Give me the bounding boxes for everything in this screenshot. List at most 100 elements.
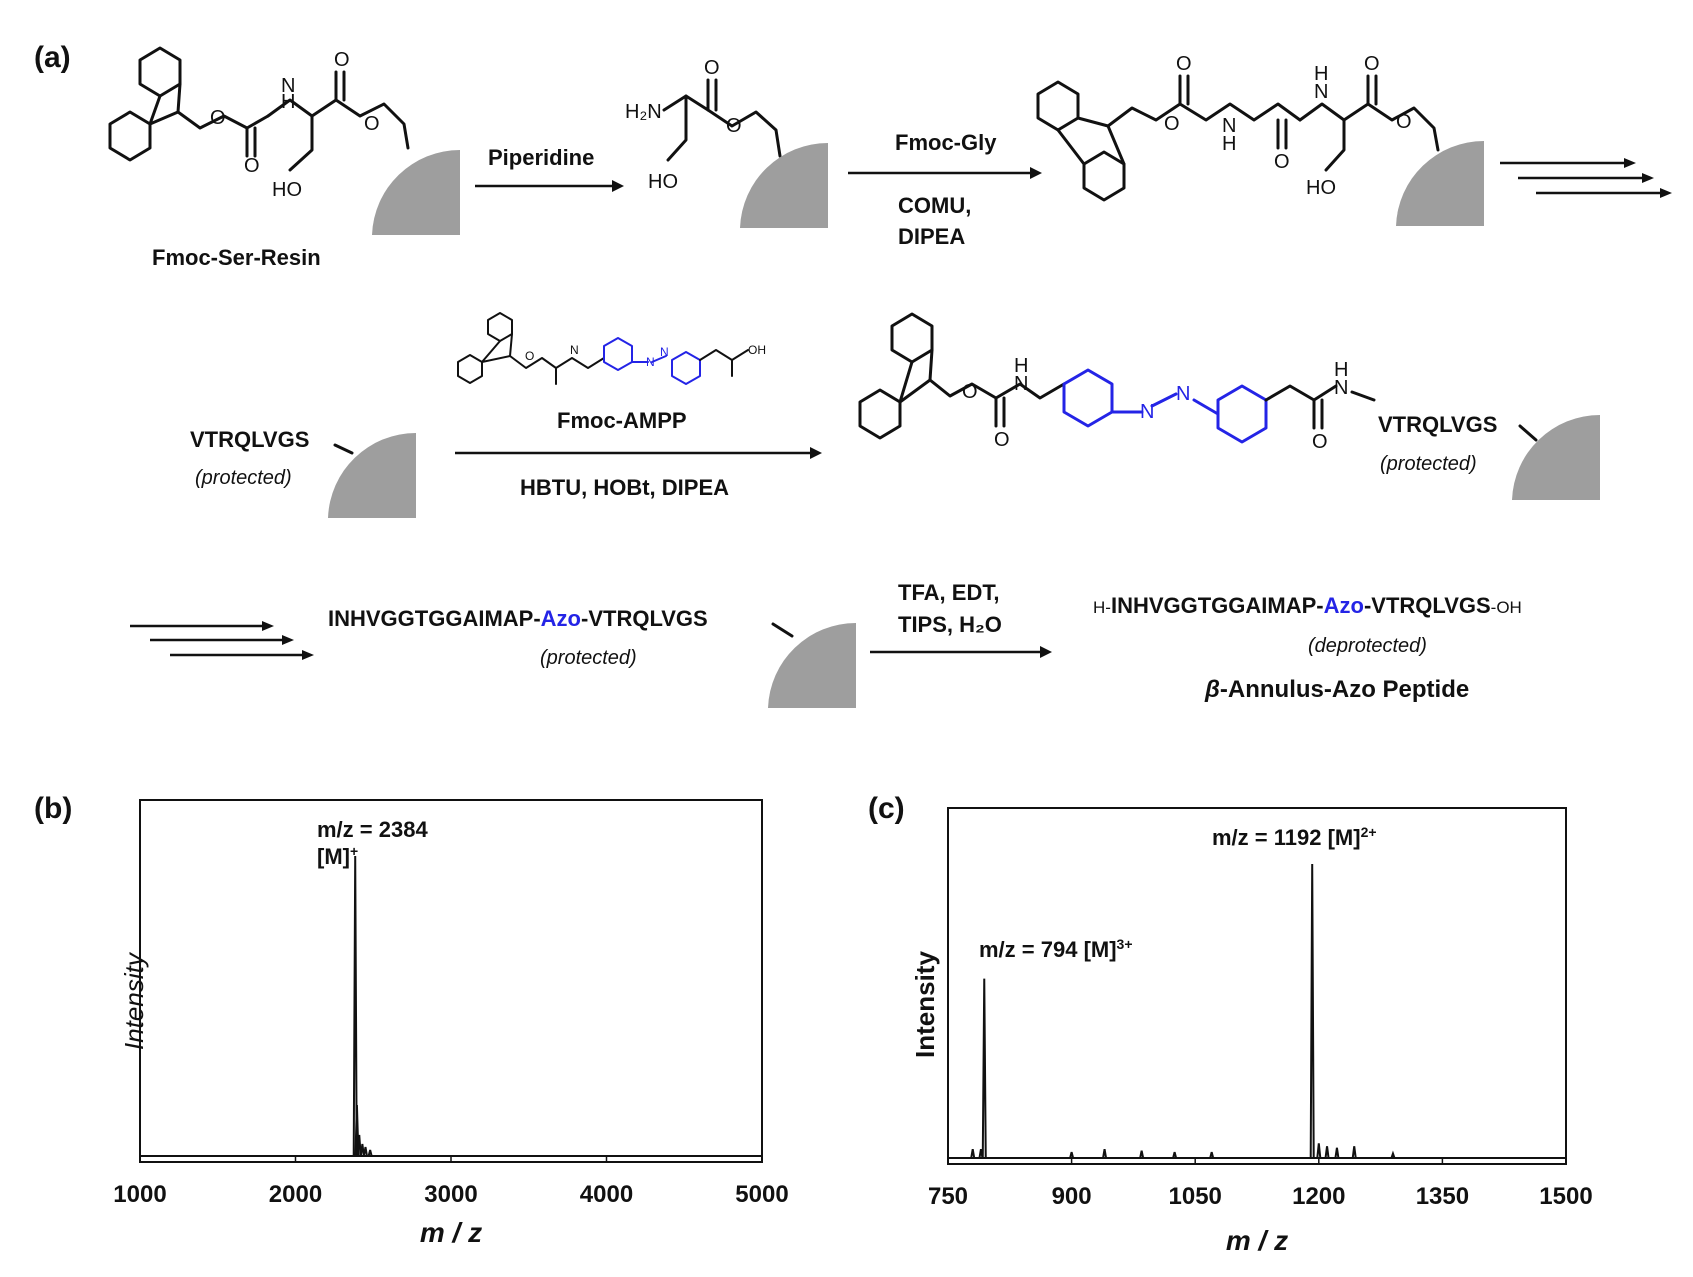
fmoc-ampp-label: Fmoc-AMPP: [557, 408, 687, 433]
atom-n-azo: N: [1140, 401, 1154, 423]
fmoc-ampp-peptide-structure: O O H N N N O H N: [858, 312, 1600, 500]
cleavage-conditions-2: TIPS, H₂O: [898, 612, 1002, 637]
chart-b-peak: [352, 855, 358, 1157]
chart-b-peaks: [140, 855, 762, 1157]
chart-c-peak: [1172, 1151, 1178, 1159]
chart-c-xtick-label: 1500: [1539, 1183, 1592, 1210]
chart-b-peak: [354, 1104, 360, 1157]
azo-label: Azo: [1324, 593, 1364, 618]
atom-o: O: [210, 107, 226, 129]
chart-c-annotation-1192: m/z = 1192 [M]2+: [1212, 824, 1377, 850]
atom-o: O: [1164, 113, 1180, 135]
atom-o: O: [364, 113, 380, 135]
atom-ho: HO: [648, 171, 678, 193]
fmoc-ser-resin-structure: H N O O O O HO: [108, 46, 460, 235]
azo-label: Azo: [541, 606, 581, 631]
chart-c-peak: [1334, 1147, 1340, 1159]
resin-linker: [333, 443, 354, 455]
multi-step-arrows: [1500, 158, 1672, 198]
chart-c-peak: [978, 1149, 984, 1159]
panel-label-a: (a): [34, 41, 71, 74]
chart-b-peak: [362, 1146, 368, 1157]
annotation-text: m/z = 1192 [M]: [1212, 825, 1361, 850]
chart-b-xtick-label: 4000: [580, 1181, 633, 1208]
atom-o: O: [994, 429, 1010, 451]
deprotected-note: (deprotected): [1308, 635, 1427, 657]
chart-c-peak: [1069, 1151, 1075, 1159]
atom-o: O: [525, 349, 534, 363]
chart-c-peak: [1351, 1146, 1357, 1159]
protected-note: (protected): [1380, 453, 1477, 475]
chart-c-peak: [1309, 863, 1315, 1159]
peptide-seq-post: -VTRQLVGS: [1364, 593, 1491, 618]
resin-bead: [372, 149, 460, 235]
fmoc-gly-label: Fmoc-Gly: [895, 130, 997, 155]
hbtu-conditions: HBTU, HOBt, DIPEA: [520, 475, 729, 500]
chart-c-peak: [1139, 1150, 1145, 1159]
atom-o: O: [962, 381, 978, 403]
fmoc-ampp-structure: O N N N OH: [457, 312, 766, 385]
chart-c-xtick-label: 1350: [1416, 1183, 1469, 1210]
chart-b-xticks: 1000 2000 3000 4000 5000: [113, 1156, 789, 1208]
resin-bead: [328, 433, 416, 518]
atom-n: N: [570, 343, 579, 357]
resin-linker: [771, 622, 794, 638]
protected-long-peptide: INHVGGTGGAIMAP-Azo-VTRQLVGS: [328, 606, 708, 631]
chart-c-peak: [1209, 1151, 1215, 1159]
chart-b-xtick-label: 2000: [269, 1181, 322, 1208]
dipea-label: DIPEA: [898, 224, 965, 249]
chart-c-xtick-label: 750: [928, 1183, 968, 1210]
atom-n: N: [1334, 377, 1348, 399]
annotation-charge: 2+: [1361, 824, 1377, 840]
arrow-head: [810, 447, 822, 459]
chart-c-peak: [1390, 1150, 1396, 1159]
chart-c-peaks: [948, 863, 1566, 1159]
product-label: β-Annulus-Azo Peptide: [1204, 676, 1469, 703]
chart-c-peak: [1316, 1143, 1322, 1159]
atom-o: O: [244, 155, 260, 177]
oh-terminus: -OH: [1491, 598, 1522, 617]
chart-b-xtick-label: 5000: [735, 1181, 788, 1208]
atom-o: O: [334, 49, 350, 71]
resin-bead: [768, 623, 856, 708]
chart-c-ylabel: Intensity: [910, 951, 940, 1058]
chart-c-peak: [981, 978, 987, 1159]
fmoc-ser-resin-label: Fmoc-Ser-Resin: [152, 245, 321, 270]
peptide-seq-pre: INHVGGTGGAIMAP-: [1111, 593, 1324, 618]
annotation-text: m/z = 794 [M]: [979, 937, 1117, 962]
atom-n: N: [1222, 115, 1236, 137]
resin-bead: [1396, 140, 1484, 226]
beta-symbol: β: [1204, 676, 1220, 703]
chart-c-xtick-label: 1200: [1292, 1183, 1345, 1210]
atom-o: O: [1396, 111, 1412, 133]
cleavage-conditions-1: TFA, EDT,: [898, 580, 999, 605]
atom-n-azo: N: [1176, 383, 1190, 405]
atom-h: H: [1222, 133, 1236, 155]
chart-c-xlabel: m / z: [1226, 1225, 1288, 1256]
atom-h: H: [281, 91, 295, 113]
chart-c-annotation-794: m/z = 794 [M]3+: [979, 936, 1133, 962]
mass-spectrum-c: 750 900 1050 1200 1350 1500 m/z = 794 [M]3+ m…: [910, 807, 1593, 1256]
mass-spectrum-b: 1000 2000 3000 4000 5000 m/z = 2384 [M]+ Int…: [113, 799, 789, 1248]
chart-c-peak: [970, 1149, 976, 1159]
atom-n: N: [1314, 81, 1328, 103]
atom-n: N: [1014, 373, 1028, 395]
chart-b-peak: [367, 1149, 373, 1157]
protected-note: (protected): [195, 467, 292, 489]
panel-label-b: (b): [34, 792, 72, 825]
resin-bead: [740, 142, 828, 228]
comu-label: COMU,: [898, 193, 971, 218]
atom-n-azo: N: [646, 355, 655, 369]
h-ser-resin-structure: H₂N O O HO: [625, 57, 828, 228]
chart-b-xtick-label: 3000: [424, 1181, 477, 1208]
atom-o: O: [1274, 151, 1290, 173]
product-label-rest: -Annulus-Azo Peptide: [1220, 676, 1469, 703]
chart-c-peak: [1102, 1149, 1108, 1159]
atom-h: H: [1314, 63, 1328, 85]
atom-n: N: [281, 75, 295, 97]
multi-step-arrows: [130, 621, 314, 660]
resin-bead: [1512, 414, 1600, 500]
chart-b-xlabel: m / z: [420, 1217, 482, 1248]
atom-ho: HO: [272, 179, 302, 201]
